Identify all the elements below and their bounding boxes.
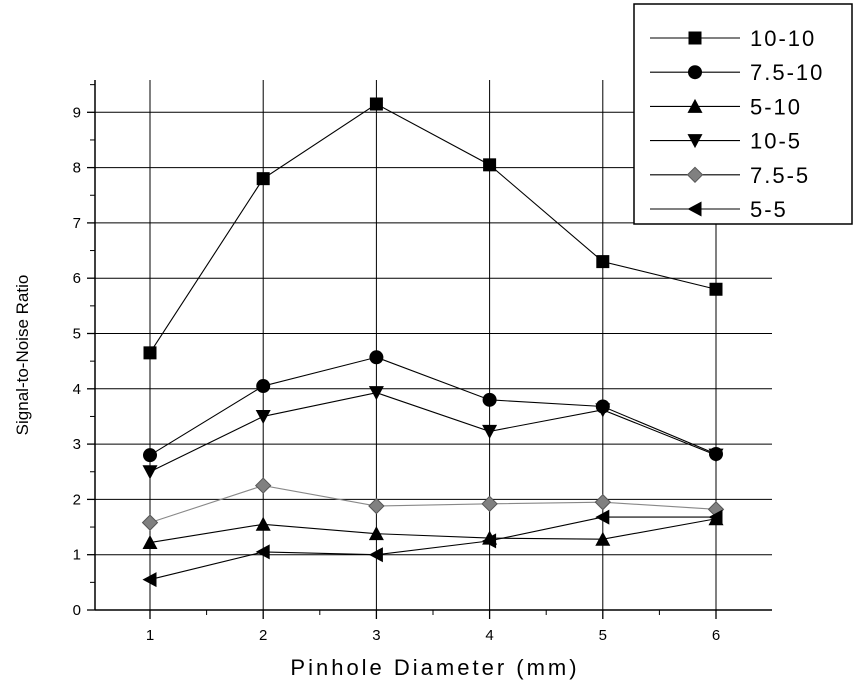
y-tick-label: 5 (73, 326, 81, 343)
y-tick-label: 3 (73, 436, 81, 453)
legend-entry: 10-10 (650, 26, 816, 51)
series-10-5 (142, 386, 724, 480)
legend-box (633, 3, 853, 225)
x-tick-label: 3 (372, 627, 380, 644)
y-tick-label: 1 (73, 547, 81, 564)
data-point-diamond (141, 514, 159, 531)
data-point-square (143, 346, 157, 360)
grid-lines (95, 80, 772, 610)
legend-label: 7.5-10 (750, 60, 824, 85)
x-tick-label: 2 (259, 627, 267, 644)
x-tick-label: 1 (146, 627, 154, 644)
legend-entry: 5-5 (650, 197, 788, 222)
series-line (149, 356, 717, 456)
data-point-triangle-left (595, 509, 610, 525)
data-point-diamond (368, 497, 385, 515)
data-point-triangle-up (142, 535, 158, 550)
series-5-10 (142, 511, 724, 550)
data-point-diamond (254, 477, 272, 494)
y-tick-label: 8 (73, 160, 81, 177)
data-point-diamond (481, 495, 498, 513)
series-line (149, 518, 717, 544)
series-7.5-5 (141, 477, 725, 531)
data-series (141, 97, 725, 588)
data-point-triangle-left (255, 544, 270, 560)
legend-marker-triangle-down (687, 134, 703, 149)
legend-entry: 7.5-10 (650, 60, 824, 85)
data-point-square (483, 158, 497, 172)
series-5-5 (142, 509, 723, 588)
y-tick-label: 7 (73, 215, 81, 232)
data-point-triangle-left (368, 547, 383, 563)
legend-marker-triangle-up (687, 98, 703, 113)
legend-marker-triangle-left (687, 201, 702, 217)
legend-marker-square (688, 31, 702, 45)
data-point-diamond (594, 493, 612, 511)
legend-label: 7.5-5 (750, 163, 810, 188)
series-line (149, 392, 717, 473)
series-line (149, 103, 717, 354)
series-7.5-10 (143, 350, 723, 463)
data-point-square (596, 255, 610, 269)
data-point-triangle-down (482, 424, 498, 439)
legend-label: 5-5 (750, 197, 788, 222)
tick-marks: 0 1 2 3 4 5 6 7 8 9 1 2 3 4 5 6 (73, 84, 720, 644)
data-point-triangle-up (255, 516, 271, 531)
legend-label: 10-10 (750, 26, 816, 51)
data-point-triangle-down (708, 448, 724, 463)
x-tick-label: 6 (712, 627, 720, 644)
data-point-square (709, 282, 723, 296)
data-point-triangle-down (142, 465, 158, 480)
y-tick-label: 2 (73, 491, 81, 508)
data-point-circle (482, 392, 497, 407)
data-point-triangle-left (708, 509, 723, 525)
data-point-square (256, 172, 270, 186)
legend-entry: 7.5-5 (650, 163, 810, 188)
legend-marker-circle (688, 65, 702, 80)
y-tick-label: 0 (73, 602, 81, 619)
data-point-triangle-down (368, 386, 384, 401)
data-point-circle (256, 379, 271, 394)
legend-marker-diamond (686, 166, 704, 184)
y-tick-label: 4 (73, 381, 81, 398)
series-line (149, 485, 717, 524)
legend: 10-10 7.5-10 5-10 10-5 7.5-5 5-5 (633, 3, 853, 225)
y-axis-title: Signal-to-Noise Ratio (13, 275, 32, 436)
data-point-triangle-up (368, 526, 384, 541)
data-point-triangle-up (595, 531, 611, 546)
data-point-triangle-down (595, 403, 611, 418)
legend-entry: 5-10 (650, 94, 802, 119)
data-point-square (369, 97, 383, 111)
data-point-triangle-left (142, 572, 157, 588)
data-point-triangle-down (255, 409, 271, 424)
series-10-10 (143, 97, 723, 360)
series-line (149, 516, 716, 581)
legend-label: 5-10 (750, 94, 802, 119)
x-axis-title: Pinhole Diameter (mm) (290, 655, 579, 680)
legend-entry: 10-5 (650, 129, 802, 154)
data-point-circle (143, 448, 157, 463)
y-tick-label: 6 (73, 270, 81, 287)
data-point-circle (369, 350, 384, 365)
legend-label: 10-5 (750, 129, 802, 154)
y-tick-label: 9 (73, 104, 81, 121)
data-point-triangle-left (482, 533, 497, 549)
x-tick-label: 4 (485, 627, 493, 644)
x-tick-label: 5 (599, 627, 607, 644)
